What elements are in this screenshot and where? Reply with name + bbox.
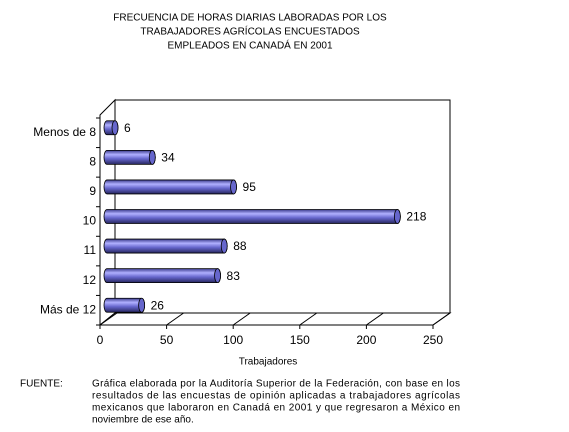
source-text: resultados de las encuestas de opinión a…: [92, 391, 460, 402]
value-label: 83: [227, 269, 241, 283]
value-label: 95: [243, 180, 257, 194]
source-text: noviembre de ese año.: [92, 415, 194, 426]
bar: [103, 268, 221, 284]
x-tick: [432, 312, 451, 326]
x-tick-label: 50: [160, 333, 174, 347]
x-tick-label: 0: [97, 333, 104, 347]
y-tick-label: 8: [89, 155, 96, 169]
y-tick-label: Menos de 8: [33, 125, 96, 139]
value-label: 34: [161, 151, 175, 165]
value-label: 88: [233, 239, 247, 253]
x-tick: [166, 312, 184, 326]
chart-title: EMPLEADOS EN CANADÁ EN 2001: [167, 39, 332, 52]
x-tick-label: 200: [356, 333, 376, 347]
source-text: mexicanos que laboraron en Canadá en 200…: [92, 403, 460, 414]
bar: [103, 179, 237, 195]
source-label: FUENTE:: [20, 379, 63, 390]
x-tick: [366, 312, 384, 326]
value-label: 26: [151, 298, 165, 312]
y-tick-label: 11: [84, 243, 97, 257]
bar-cap: [138, 297, 146, 313]
bar-cap: [111, 120, 119, 136]
x-axis-title: Trabajadores: [239, 357, 298, 368]
bar-cap: [230, 179, 237, 195]
x-tick-label: 150: [290, 333, 310, 347]
value-label: 218: [406, 210, 426, 224]
bar: [103, 238, 228, 254]
bar-cap: [393, 209, 401, 224]
value-label: 6: [124, 121, 131, 135]
y-tick-label: 10: [83, 214, 97, 228]
x-tick: [299, 312, 318, 326]
chart-title: TRABAJADORES AGRÍCOLAS ENCUESTADOS: [140, 25, 360, 38]
source-text: Gráfica elaborada por la Auditoría Super…: [92, 379, 460, 390]
y-tick-label: 9: [89, 184, 96, 198]
bar-cap: [214, 268, 221, 284]
x-tick: [232, 312, 251, 326]
bar-cap: [148, 149, 156, 165]
bar: [103, 209, 401, 224]
chart-title: FRECUENCIA DE HORAS DIARIAS LABORADAS PO…: [113, 13, 387, 24]
y-tick-label: 12: [83, 273, 97, 287]
bar-cap: [220, 238, 228, 254]
x-tick-label: 250: [423, 333, 443, 347]
x-tick: [99, 312, 118, 326]
y-tick-label: Más de 12: [40, 302, 96, 316]
bar: [103, 149, 156, 165]
x-tick-label: 100: [223, 333, 243, 347]
